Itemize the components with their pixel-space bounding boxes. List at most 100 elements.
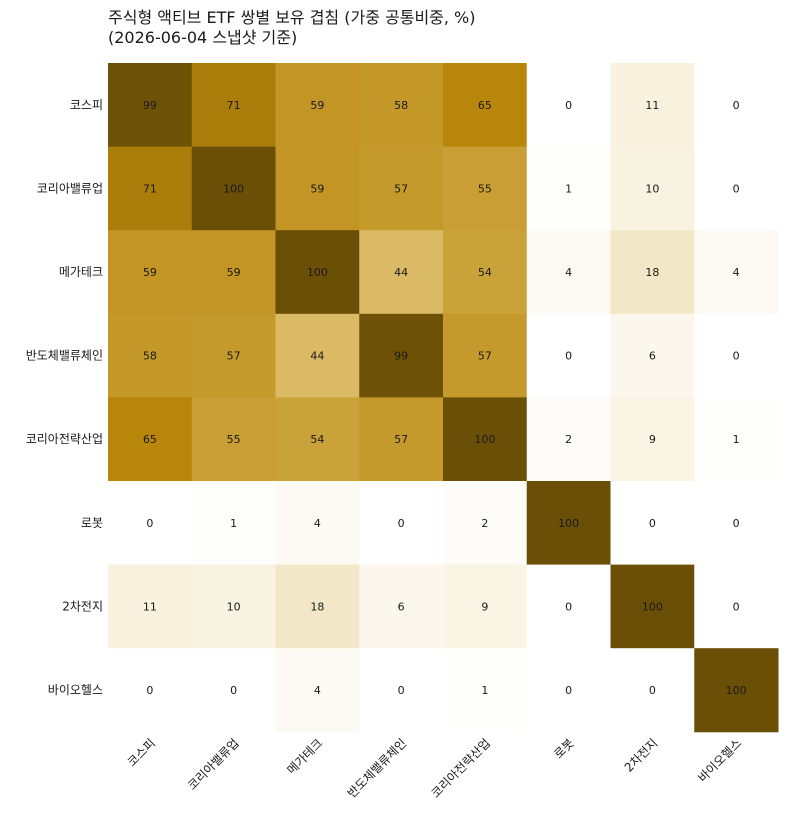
cell-value-label: 59 xyxy=(310,182,324,195)
heatmap-cell xyxy=(275,481,360,566)
heatmap-cell xyxy=(694,230,779,315)
cell-value-label: 57 xyxy=(394,433,408,446)
row-label: 2차전지 xyxy=(62,599,103,613)
cell-value-label: 54 xyxy=(310,433,324,446)
cell-value-label: 2 xyxy=(481,517,488,530)
heatmap-cell xyxy=(610,63,695,148)
row-label: 코리아밸류업 xyxy=(37,181,103,195)
heatmap-cell xyxy=(694,146,779,231)
cell-value-label: 55 xyxy=(478,182,492,195)
cell-value-label: 0 xyxy=(733,517,740,530)
cell-value-label: 100 xyxy=(726,684,747,697)
heatmap-cell xyxy=(191,146,276,231)
cell-value-label: 18 xyxy=(645,266,659,279)
heatmap-cell xyxy=(610,481,695,566)
heatmap-cell xyxy=(526,63,611,148)
cell-value-label: 1 xyxy=(481,684,488,697)
cell-value-label: 0 xyxy=(733,350,740,363)
row-label: 메가테크 xyxy=(59,265,103,279)
cell-value-label: 0 xyxy=(398,517,405,530)
cell-value-label: 55 xyxy=(227,433,241,446)
cell-value-label: 99 xyxy=(143,99,157,112)
cell-value-label: 4 xyxy=(565,266,572,279)
chart-title: 주식형 액티브 ETF 쌍별 보유 겹침 (가중 공통비중, %) xyxy=(108,8,476,27)
heatmap-cell xyxy=(359,648,444,733)
heatmap-cell xyxy=(359,230,444,315)
heatmap-cell xyxy=(275,648,360,733)
heatmap-cell xyxy=(526,397,611,482)
cell-value-label: 0 xyxy=(146,517,153,530)
cell-value-label: 0 xyxy=(733,99,740,112)
column-labels: 코스피 코리아밸류업 메가테크 반도체밸류체인 코리아전략산업 로봇 2차전지 바이오헬스 xyxy=(125,736,745,801)
heatmap-cells: 99 71 59 58 65 0 11 071 100 59 57 55 1 10 059 59 100 44 54… xyxy=(108,63,779,733)
heatmap-cell xyxy=(443,397,528,482)
cell-value-label: 57 xyxy=(478,350,492,363)
chart-title-block: 주식형 액티브 ETF 쌍별 보유 겹침 (가중 공통비중, %) (2026-… xyxy=(108,8,768,48)
heatmap-cell xyxy=(443,564,528,649)
heatmap-cell xyxy=(610,146,695,231)
heatmap-cell xyxy=(359,146,444,231)
heatmap-cell xyxy=(275,564,360,649)
cell-value-label: 10 xyxy=(645,182,659,195)
heatmap-cell xyxy=(191,564,276,649)
cell-value-label: 100 xyxy=(642,600,663,613)
heatmap-cell xyxy=(526,146,611,231)
cell-value-label: 4 xyxy=(733,266,740,279)
cell-value-label: 0 xyxy=(733,182,740,195)
cell-value-label: 100 xyxy=(474,433,495,446)
column-label: 바이오헬스 xyxy=(695,736,744,785)
heatmap-cell xyxy=(610,397,695,482)
heatmap-cell xyxy=(359,313,444,398)
column-label: 메가테크 xyxy=(284,736,325,777)
cell-value-label: 100 xyxy=(307,266,328,279)
cell-value-label: 9 xyxy=(481,600,488,613)
heatmap-cell xyxy=(526,564,611,649)
heatmap-cell xyxy=(108,481,193,566)
heatmap-cell xyxy=(443,313,528,398)
heatmap-cell xyxy=(610,564,695,649)
cell-value-label: 54 xyxy=(478,266,492,279)
cell-value-label: 57 xyxy=(394,182,408,195)
heatmap-cell xyxy=(694,63,779,148)
cell-value-label: 59 xyxy=(143,266,157,279)
heatmap-cell xyxy=(694,564,779,649)
cell-value-label: 11 xyxy=(645,99,659,112)
cell-value-label: 44 xyxy=(310,350,324,363)
heatmap-cell xyxy=(443,146,528,231)
chart-subtitle: (2026-06-04 스냅샷 기준) xyxy=(108,28,298,47)
heatmap-cell xyxy=(191,230,276,315)
cell-value-label: 57 xyxy=(227,350,241,363)
cell-value-label: 58 xyxy=(143,350,157,363)
column-label: 로봇 xyxy=(551,736,577,762)
heatmap-cell xyxy=(108,146,193,231)
heatmap-cell xyxy=(610,313,695,398)
cell-value-label: 0 xyxy=(733,600,740,613)
heatmap-cell xyxy=(610,648,695,733)
heatmap-cell xyxy=(694,397,779,482)
cell-value-label: 0 xyxy=(230,684,237,697)
column-label: 코리아전략산업 xyxy=(428,736,493,801)
column-label: 2차전지 xyxy=(622,736,661,775)
cell-value-label: 4 xyxy=(314,684,321,697)
cell-value-label: 71 xyxy=(143,182,157,195)
cell-value-label: 10 xyxy=(227,600,241,613)
heatmap-cell xyxy=(359,564,444,649)
heatmap-cell xyxy=(694,481,779,566)
heatmap-cell xyxy=(526,648,611,733)
heatmap-cell xyxy=(191,397,276,482)
heatmap-cell xyxy=(108,397,193,482)
cell-value-label: 0 xyxy=(565,684,572,697)
cell-value-label: 0 xyxy=(649,684,656,697)
heatmap-cell xyxy=(694,648,779,733)
heatmap-cell xyxy=(191,481,276,566)
cell-value-label: 0 xyxy=(565,99,572,112)
cell-value-label: 0 xyxy=(565,600,572,613)
heatmap-cell xyxy=(108,230,193,315)
cell-value-label: 0 xyxy=(146,684,153,697)
cell-value-label: 59 xyxy=(310,99,324,112)
heatmap-cell xyxy=(694,313,779,398)
heatmap-cell xyxy=(191,648,276,733)
cell-value-label: 0 xyxy=(649,517,656,530)
